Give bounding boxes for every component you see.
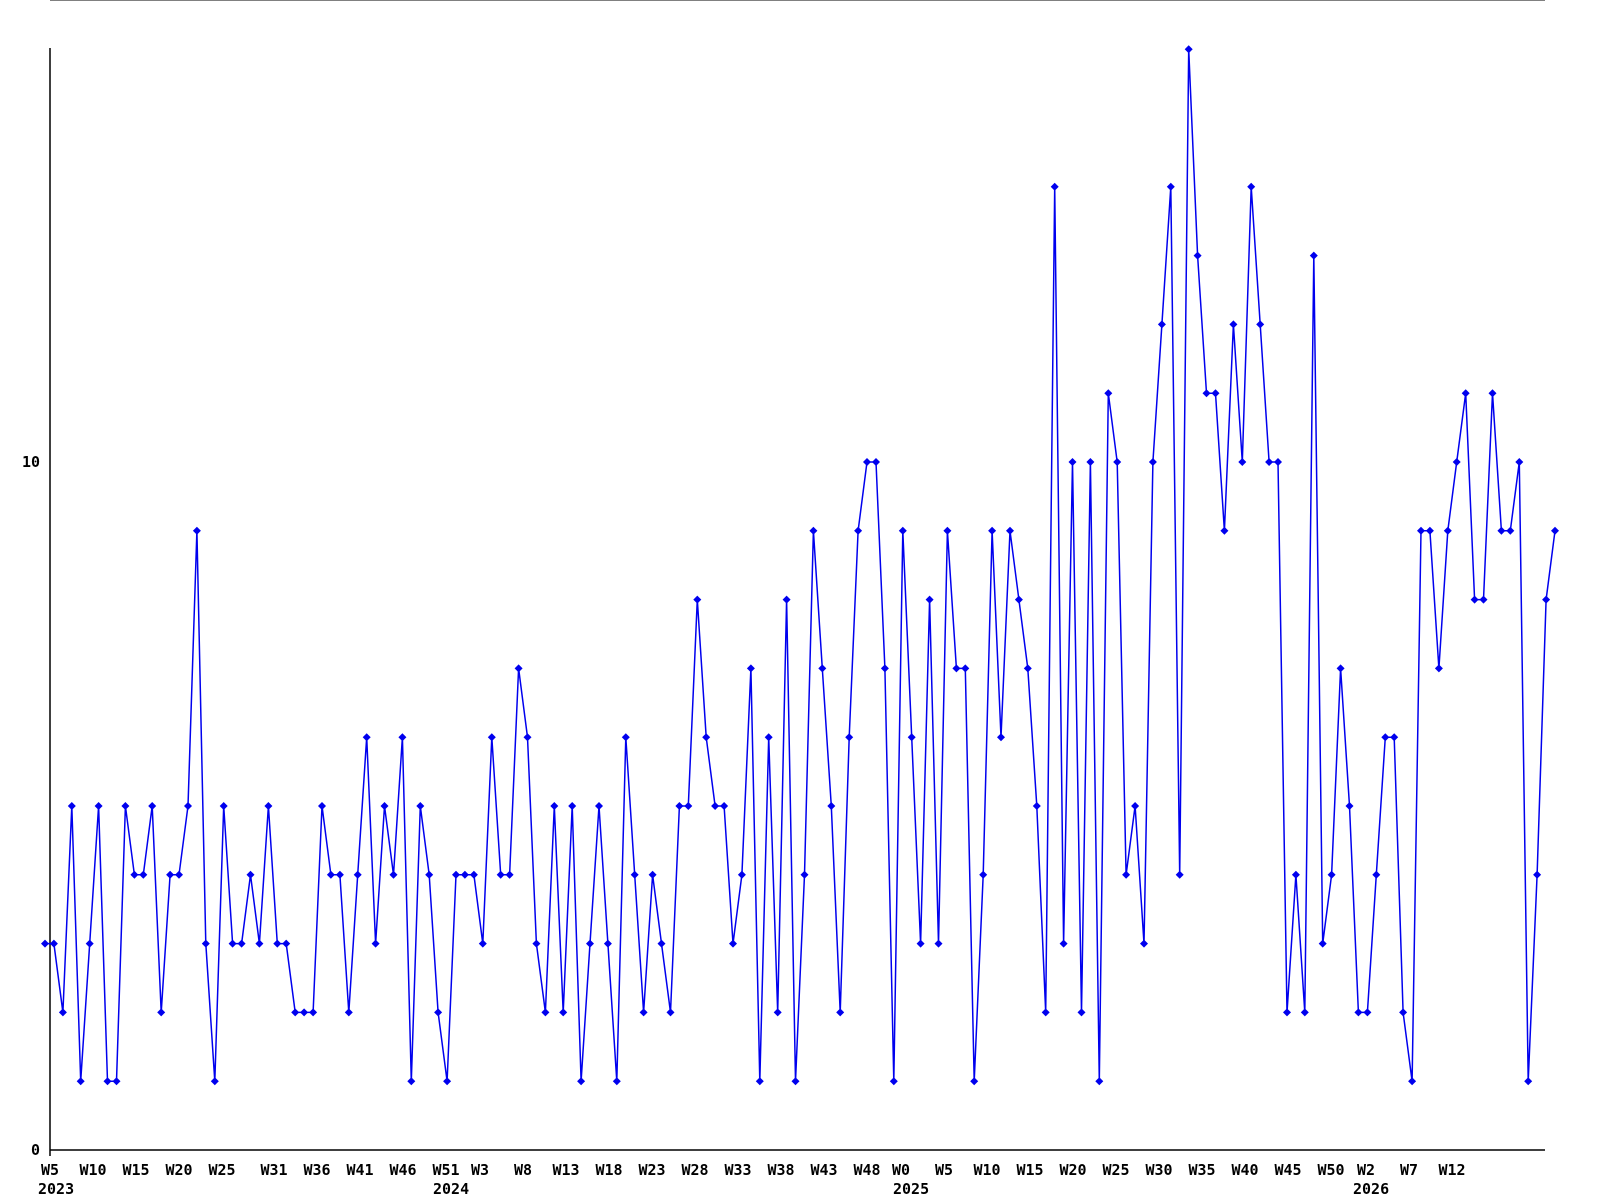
x-tick-label: W45 [1274, 1161, 1301, 1179]
x-tick-label: W20 [165, 1161, 192, 1179]
y-tick-label: 10 [22, 453, 40, 471]
x-tick-label: W0 [892, 1161, 910, 1179]
x-tick-label: W2 [1357, 1161, 1375, 1179]
x-tick-label: W38 [767, 1161, 794, 1179]
x-tick-label: W51 [432, 1161, 459, 1179]
x-tick-label: W10 [973, 1161, 1000, 1179]
x-tick-label: W20 [1059, 1161, 1086, 1179]
x-tick-label: W41 [346, 1161, 373, 1179]
x-tick-label: W33 [724, 1161, 751, 1179]
x-year-label: 2026 [1353, 1180, 1389, 1198]
x-tick-label: W15 [122, 1161, 149, 1179]
x-tick-label: W18 [595, 1161, 622, 1179]
x-tick-label: W5 [41, 1161, 59, 1179]
x-tick-label: W23 [638, 1161, 665, 1179]
x-year-label: 2024 [433, 1180, 469, 1198]
x-tick-label: W28 [681, 1161, 708, 1179]
x-tick-label: W8 [514, 1161, 532, 1179]
x-tick-label: W25 [208, 1161, 235, 1179]
x-tick-label: W40 [1231, 1161, 1258, 1179]
x-tick-label: W43 [810, 1161, 837, 1179]
x-tick-label: W12 [1438, 1161, 1465, 1179]
x-tick-label: W5 [935, 1161, 953, 1179]
x-year-label: 2023 [38, 1180, 74, 1198]
x-year-label: 2025 [893, 1180, 929, 1198]
x-tick-label: W7 [1400, 1161, 1418, 1179]
x-tick-label: W30 [1145, 1161, 1172, 1179]
x-tick-label: W13 [552, 1161, 579, 1179]
y-tick-label: 0 [31, 1141, 40, 1159]
x-tick-label: W31 [260, 1161, 287, 1179]
x-tick-label: W3 [471, 1161, 489, 1179]
x-tick-label: W15 [1016, 1161, 1043, 1179]
x-tick-label: W48 [853, 1161, 880, 1179]
x-tick-label: W35 [1188, 1161, 1215, 1179]
x-tick-label: W46 [389, 1161, 416, 1179]
x-tick-label: W10 [79, 1161, 106, 1179]
x-tick-label: W25 [1102, 1161, 1129, 1179]
x-tick-label: W36 [303, 1161, 330, 1179]
x-tick-label: W50 [1317, 1161, 1344, 1179]
